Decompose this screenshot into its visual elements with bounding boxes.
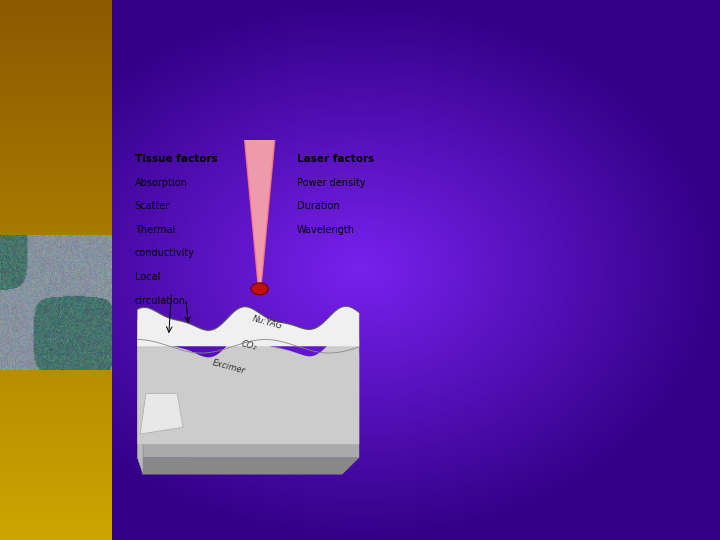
Polygon shape — [140, 394, 183, 434]
Polygon shape — [138, 333, 359, 444]
Text: Excimer: Excimer — [212, 358, 246, 375]
Text: Absorption: Absorption — [135, 178, 187, 187]
Text: Duration: Duration — [297, 201, 339, 211]
Text: Nu:YAG: Nu:YAG — [251, 315, 284, 332]
Polygon shape — [138, 319, 143, 475]
Polygon shape — [244, 133, 275, 289]
Polygon shape — [138, 346, 359, 458]
Text: ❖Relative “dry”: ❖Relative “dry” — [422, 254, 588, 274]
Text: ❖Precise microsurgery: ❖Precise microsurgery — [422, 214, 660, 234]
Text: ❖Used as scalpels and: ❖Used as scalpels and — [422, 150, 660, 170]
Text: Scatter: Scatter — [135, 201, 170, 211]
Text: pain and edema: pain and edema — [422, 393, 618, 413]
Text: CO₂: CO₂ — [240, 339, 258, 352]
Text: Power density: Power density — [297, 178, 365, 187]
Text: ❖Less damage to: ❖Less damage to — [422, 298, 606, 318]
Text: adjunct tissue: adjunct tissue — [422, 333, 595, 353]
Text: Thermal: Thermal — [135, 225, 175, 235]
Text: Laser factors: Laser factors — [297, 154, 374, 164]
Polygon shape — [138, 306, 359, 346]
Text: Local: Local — [135, 272, 160, 282]
Ellipse shape — [251, 283, 268, 295]
Text: ❖Less postoperative: ❖Less postoperative — [422, 358, 638, 378]
Text: Wavelength: Wavelength — [297, 225, 355, 235]
Text: conductivity: conductivity — [135, 248, 194, 259]
Text: electrocoagulators: electrocoagulators — [422, 185, 643, 205]
Text: Laser interaction with tissue: Laser interaction with tissue — [210, 87, 720, 131]
Text: Tissue factors: Tissue factors — [135, 154, 217, 164]
Text: circulation: circulation — [135, 296, 186, 306]
Polygon shape — [138, 458, 359, 475]
Bar — [188, 173, 408, 433]
